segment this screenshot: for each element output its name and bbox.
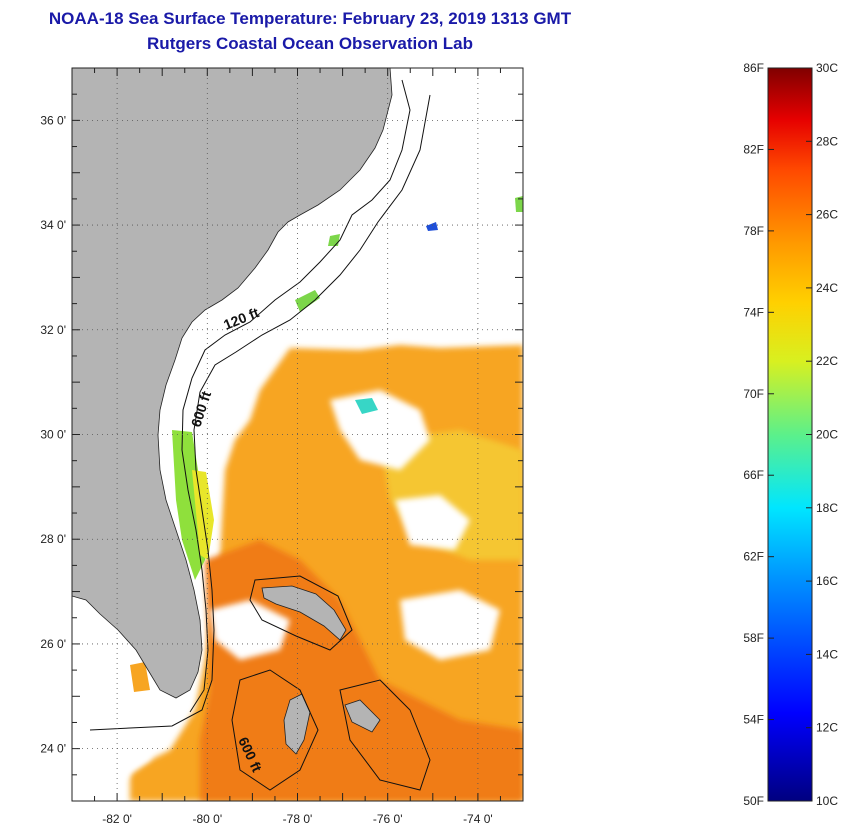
cloud-gap xyxy=(395,495,470,550)
colorbar-label-fahrenheit: 82F xyxy=(743,142,764,156)
isobath-600ft xyxy=(89,94,431,731)
cloud-gap xyxy=(330,390,430,470)
colorbar-label-celsius: 18C xyxy=(816,501,838,515)
y-tick-label: 36 0' xyxy=(40,113,66,127)
colorbar-labels: 30C 28C 26C 24C 22C 20C 18C 16C 14C 12C 10C 86F 82F 7… xyxy=(743,61,838,808)
sst-gulf-patch xyxy=(130,662,150,692)
sst-green-patch xyxy=(515,196,523,212)
lat-lon-grid xyxy=(72,68,523,801)
sst-shelf-green xyxy=(295,290,320,312)
colorbar-label-celsius: 22C xyxy=(816,354,838,368)
colorbar-label-fahrenheit: 62F xyxy=(743,550,764,564)
colorbar-label-celsius: 24C xyxy=(816,281,838,295)
map-subtitle: Rutgers Coastal Ocean Observation Lab xyxy=(147,34,473,53)
colorbar-label-fahrenheit: 78F xyxy=(743,224,764,238)
colorbar-label-fahrenheit: 58F xyxy=(743,631,764,645)
land-southeast-us xyxy=(72,68,393,699)
colorbar-label-celsius: 14C xyxy=(816,647,838,661)
map-content: 120 ft 600 ft 600 ft xyxy=(72,68,523,801)
isobath-bahamas xyxy=(339,679,431,791)
map-frame xyxy=(71,67,524,802)
land-bahama-island xyxy=(344,699,381,733)
colorbar-label-fahrenheit: 86F xyxy=(743,61,764,75)
y-tick-label: 34 0' xyxy=(40,218,66,232)
y-tick-label: 24 0' xyxy=(40,742,66,756)
y-tick-label: 26 0' xyxy=(40,637,66,651)
x-tick-label: -78 0' xyxy=(283,812,313,826)
colorbar-label-celsius: 20C xyxy=(816,428,838,442)
colorbar-label-fahrenheit: 74F xyxy=(743,305,764,319)
colorbar-label-celsius: 28C xyxy=(816,134,838,148)
cloud-gap xyxy=(400,590,500,660)
x-tick-label: -74 0' xyxy=(463,812,493,826)
colorbar-label-celsius: 12C xyxy=(816,721,838,735)
isobath-bahamas xyxy=(249,575,353,651)
isobath-120ft xyxy=(181,79,411,713)
map-title: NOAA-18 Sea Surface Temperature: Februar… xyxy=(48,9,572,28)
colorbar-label-fahrenheit: 50F xyxy=(743,794,764,808)
x-tick-label: -76 0' xyxy=(373,812,403,826)
colorbar-label-celsius: 10C xyxy=(816,794,838,808)
y-tick-label: 28 0' xyxy=(40,532,66,546)
cloud-gap xyxy=(210,600,290,660)
y-tick-label: 30 0' xyxy=(40,428,66,442)
land-grand-bahama xyxy=(261,585,347,641)
x-tick-label: -82 0' xyxy=(102,812,132,826)
colorbar-label-fahrenheit: 66F xyxy=(743,468,764,482)
colorbar-label-fahrenheit: 70F xyxy=(743,387,764,401)
y-tick-label: 32 0' xyxy=(40,323,66,337)
x-tick-label: -80 0' xyxy=(192,812,222,826)
colorbar-label-fahrenheit: 54F xyxy=(743,713,764,727)
colorbar-gradient xyxy=(767,67,813,802)
sst-cyan-patch xyxy=(355,398,378,414)
sst-blue-patch xyxy=(426,222,438,231)
colorbar-label-celsius: 26C xyxy=(816,208,838,222)
colorbar-label-celsius: 16C xyxy=(816,574,838,588)
colorbar-label-celsius: 30C xyxy=(816,61,838,75)
isobath-bahamas xyxy=(231,669,319,791)
